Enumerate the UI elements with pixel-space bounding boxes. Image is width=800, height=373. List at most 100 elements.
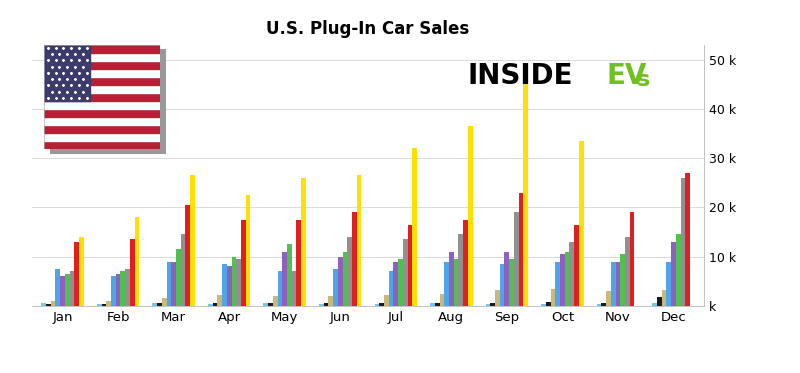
Bar [333, 269, 338, 306]
Bar [652, 304, 657, 306]
Bar [434, 303, 439, 306]
Bar [246, 195, 250, 306]
Bar [111, 276, 116, 306]
Bar [208, 304, 213, 306]
Bar [565, 252, 570, 306]
Bar [44, 45, 160, 53]
Bar [657, 298, 662, 306]
Bar [79, 237, 84, 306]
Bar [384, 295, 389, 306]
Bar [44, 141, 160, 149]
Bar [394, 261, 398, 306]
Bar [662, 290, 666, 306]
Bar [570, 242, 574, 306]
Bar [458, 234, 463, 306]
Bar [686, 173, 690, 306]
Bar [407, 225, 412, 306]
Bar [615, 261, 620, 306]
Bar [625, 237, 630, 306]
Bar [44, 93, 160, 101]
Bar [70, 272, 74, 306]
Bar [116, 274, 121, 306]
Bar [620, 254, 625, 306]
Bar [121, 272, 125, 306]
Bar [125, 269, 130, 306]
Bar [546, 302, 550, 306]
Bar [495, 290, 500, 306]
Bar [44, 117, 160, 125]
Bar [222, 264, 226, 306]
Bar [44, 133, 160, 141]
Bar [157, 303, 162, 306]
Bar [379, 303, 384, 306]
Bar [102, 304, 106, 306]
Bar [347, 237, 352, 306]
Bar [42, 303, 46, 306]
Bar [523, 84, 528, 306]
Bar [106, 301, 111, 306]
Bar [213, 304, 218, 306]
Bar [190, 175, 195, 306]
Bar [162, 298, 166, 306]
Bar [630, 212, 634, 306]
Bar [357, 175, 362, 306]
Bar [611, 261, 615, 306]
Bar [282, 252, 287, 306]
Bar [44, 109, 160, 117]
Bar [468, 126, 473, 306]
Bar [454, 259, 458, 306]
Bar [278, 272, 282, 306]
Bar [181, 234, 186, 306]
Bar [218, 295, 222, 306]
Bar [342, 252, 347, 306]
Bar [374, 304, 379, 306]
Bar [560, 254, 565, 306]
Bar [44, 85, 160, 93]
Bar [574, 225, 579, 306]
Bar [500, 264, 505, 306]
Bar [463, 220, 468, 306]
Bar [302, 178, 306, 306]
Bar [44, 125, 160, 133]
Bar [666, 261, 671, 306]
Text: INSIDE: INSIDE [468, 62, 574, 90]
Bar [134, 217, 139, 306]
Bar [44, 61, 160, 69]
Bar [681, 178, 686, 306]
Bar [439, 294, 444, 306]
Bar [44, 69, 160, 77]
Bar [268, 303, 273, 306]
Bar [226, 266, 231, 306]
Bar [236, 259, 241, 306]
Bar [338, 257, 342, 306]
Bar [130, 239, 134, 306]
Bar [176, 249, 181, 306]
Bar [606, 291, 611, 306]
Bar [292, 272, 297, 306]
Bar [74, 242, 79, 306]
Bar [449, 252, 454, 306]
Bar [579, 141, 584, 306]
Text: EV: EV [606, 62, 646, 90]
Bar [329, 295, 333, 306]
Bar [676, 234, 681, 306]
Bar [241, 220, 246, 306]
Bar [46, 304, 50, 306]
Text: s: s [637, 69, 650, 90]
Bar [324, 303, 329, 306]
Bar [44, 53, 160, 61]
Bar [430, 304, 434, 306]
Bar [490, 303, 495, 306]
Bar [444, 261, 449, 306]
Bar [671, 242, 676, 306]
Bar [263, 304, 268, 306]
Bar [166, 261, 171, 306]
Bar [505, 252, 510, 306]
Bar [44, 45, 90, 101]
Bar [44, 101, 160, 109]
Bar [486, 304, 490, 306]
Bar [319, 304, 324, 306]
Bar [403, 239, 407, 306]
Bar [352, 212, 357, 306]
Bar [97, 304, 102, 306]
